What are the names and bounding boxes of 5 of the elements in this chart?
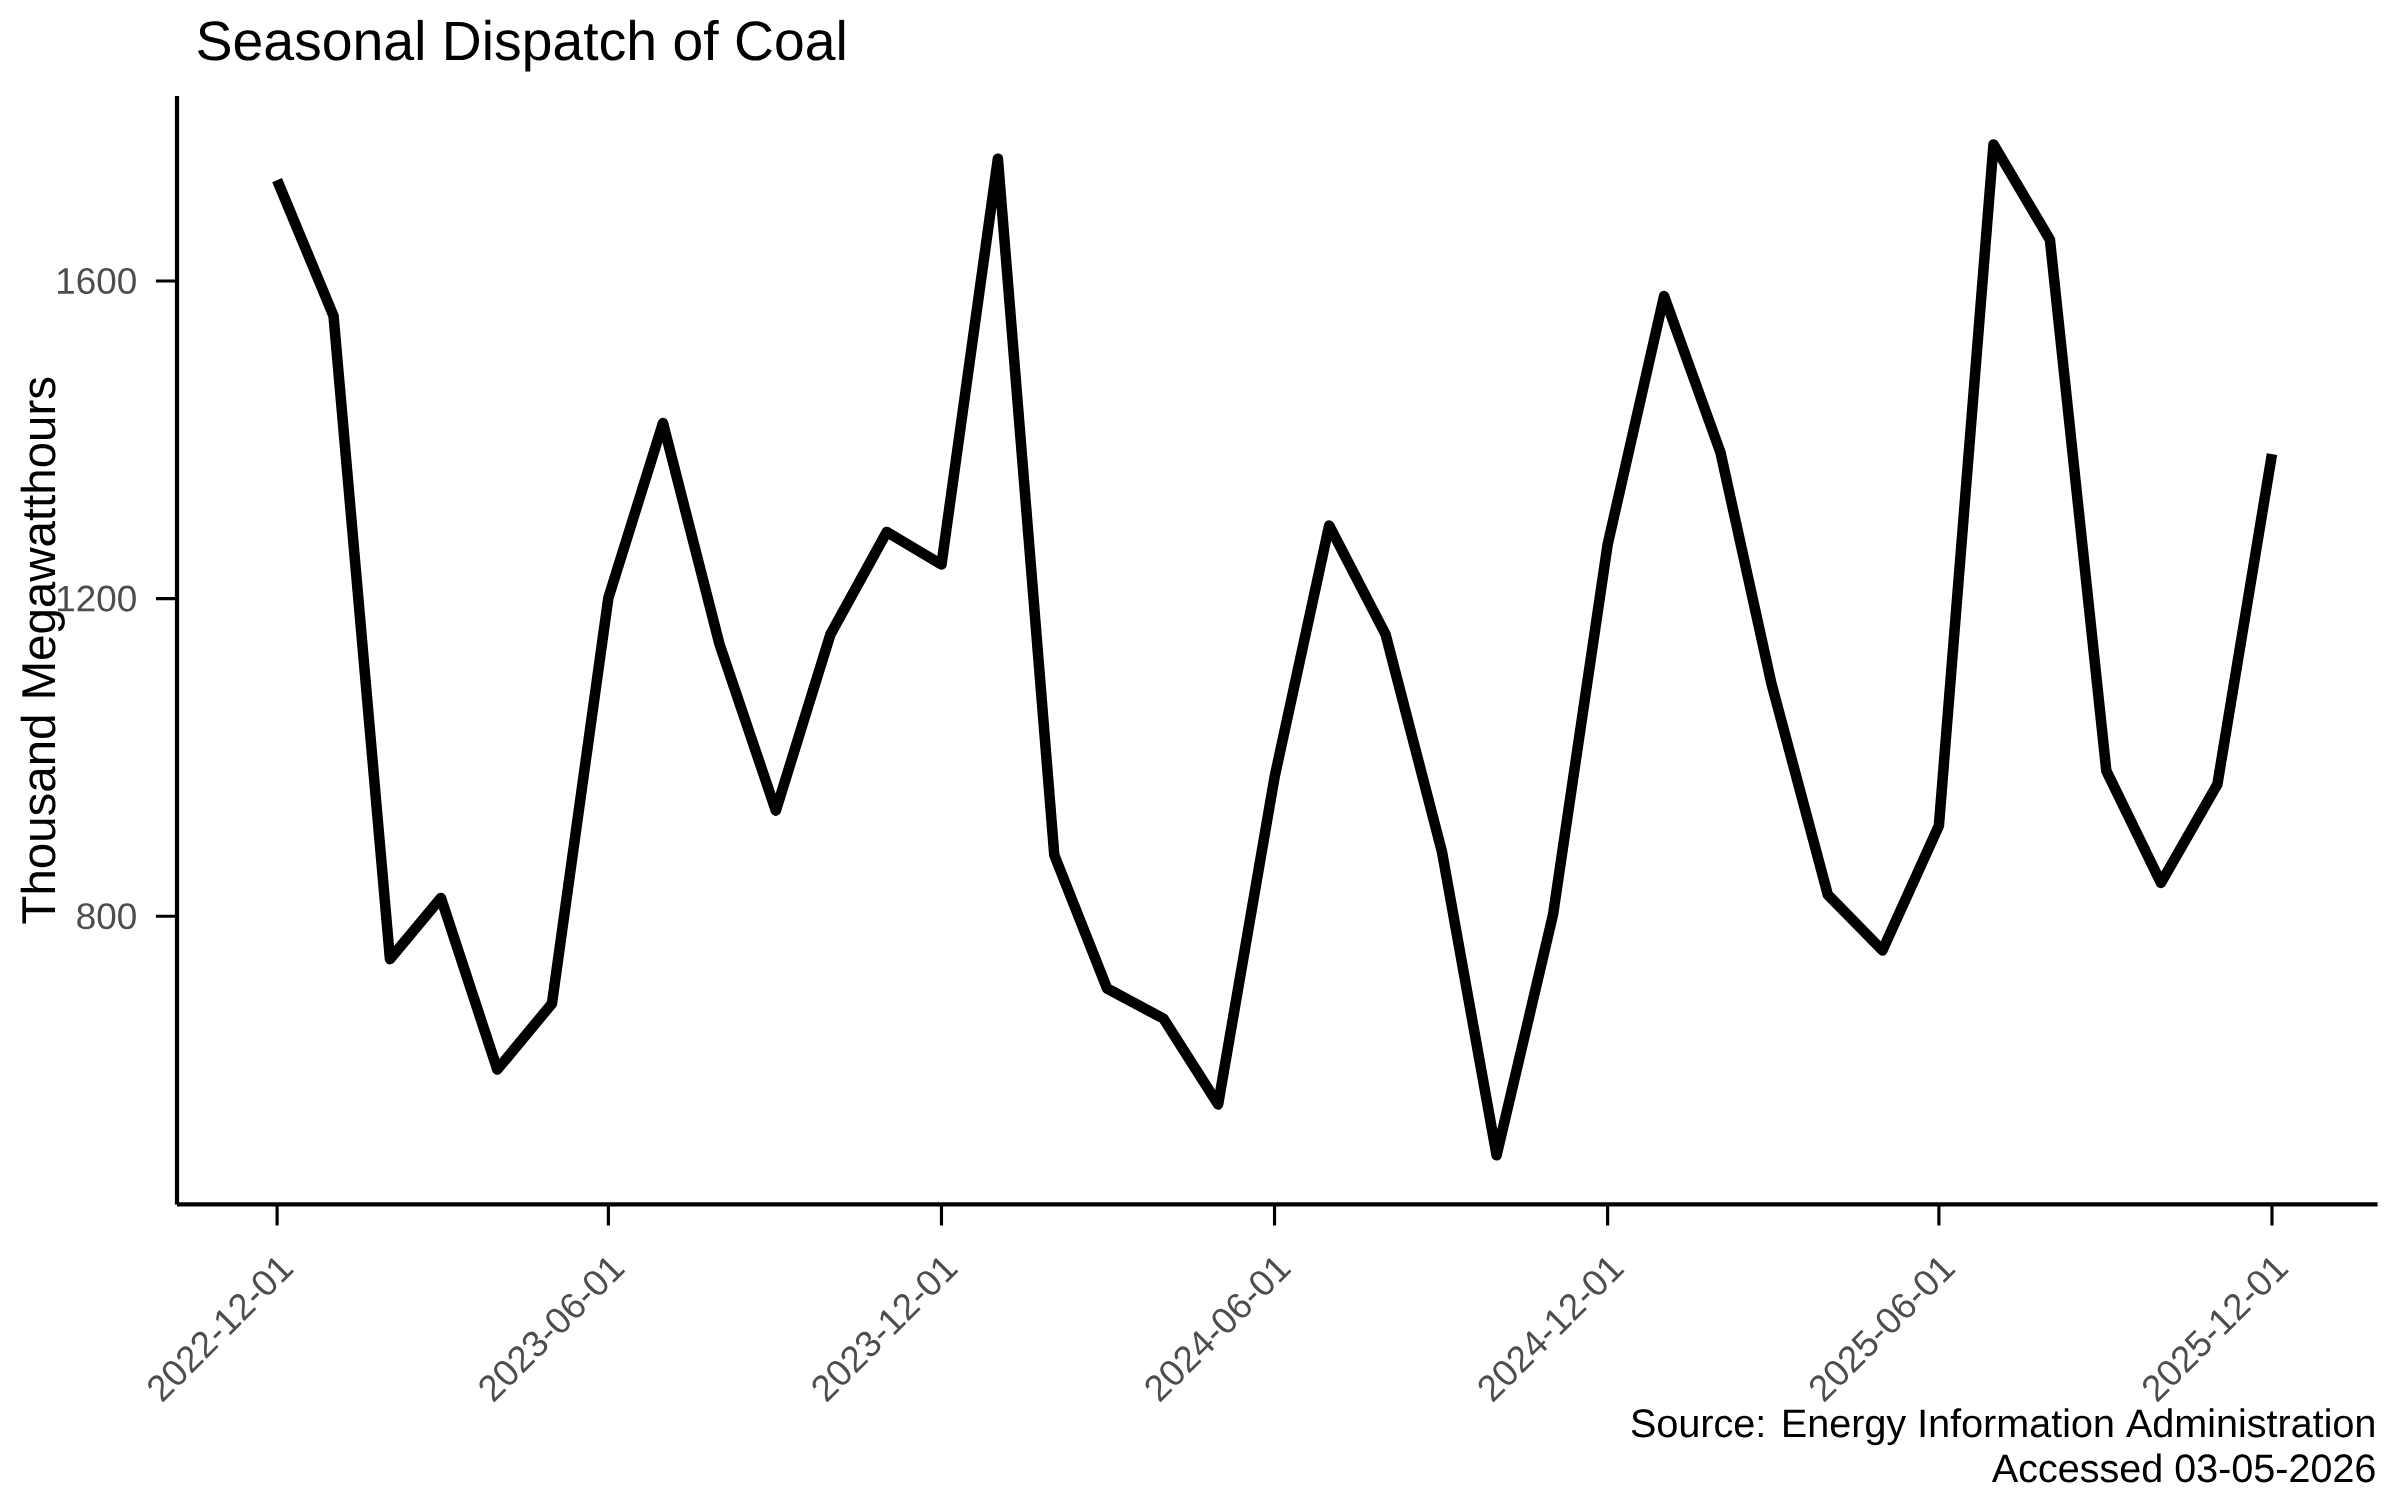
text: Accessed 03-05-2026 [1991, 1453, 2375, 1483]
y-tick-label: 1600 [58, 267, 136, 295]
chart-title: Seasonal Dispatch of Coal [198, 19, 845, 72]
source-note: Source: Energy Information Administration [1631, 1408, 2374, 1446]
y-tick-label: 800 [77, 903, 136, 930]
